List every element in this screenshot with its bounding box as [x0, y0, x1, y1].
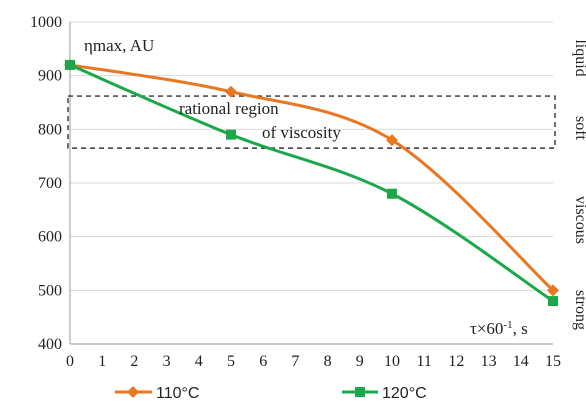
- x-axis-label: τ×60-1, s: [470, 319, 528, 338]
- legend-marker-120: [355, 387, 365, 397]
- data-point-1: [387, 188, 397, 199]
- y-tick-label: 700: [38, 175, 62, 192]
- x-tick-label: 12: [448, 353, 464, 370]
- x-tick-label: 13: [481, 353, 497, 370]
- x-tick-label: 15: [545, 353, 561, 370]
- y-tick-label: 800: [38, 121, 62, 138]
- y-axis-label: ηmax, AU: [84, 36, 154, 55]
- data-point-0: [386, 134, 398, 147]
- x-axis-label-unit: , s: [513, 319, 528, 338]
- region-label-line2: of viscosity: [262, 123, 341, 142]
- y-tick-label: 900: [38, 68, 62, 85]
- zone-strong: strong: [572, 290, 586, 330]
- zone-soft: soft: [572, 116, 586, 141]
- x-tick-label: 7: [291, 353, 299, 370]
- data-point-1: [65, 59, 75, 70]
- x-tick-label: 11: [416, 353, 431, 370]
- region-label-line1: rational region: [179, 99, 279, 118]
- x-tick-label: 10: [384, 353, 400, 370]
- x-axis-label-main: τ×60: [470, 319, 503, 338]
- x-tick-label: 2: [130, 353, 138, 370]
- y-tick-label: 600: [38, 229, 62, 246]
- x-tick-label: 8: [324, 353, 332, 370]
- x-tick-label: 6: [259, 353, 267, 370]
- data-point-0: [225, 85, 237, 98]
- x-axis-label-sup: -1: [503, 319, 512, 331]
- y-tick-label: 500: [38, 282, 62, 299]
- data-point-0: [547, 284, 559, 297]
- legend-label-120: 120°C: [382, 385, 427, 402]
- x-tick-label: 0: [66, 353, 74, 370]
- series-line-1: [69, 63, 554, 303]
- rational-region-box: [67, 95, 556, 149]
- data-point-1: [548, 296, 558, 307]
- x-tick-label: 9: [356, 353, 364, 370]
- series-group: [64, 58, 559, 307]
- legend-label-110: 110°C: [156, 385, 199, 402]
- y-tick-label: 400: [38, 336, 62, 353]
- legend: 110°C 120°C: [115, 385, 427, 402]
- zone-liquid: liquid: [572, 39, 586, 76]
- zone-viscous: viscous: [572, 196, 586, 244]
- legend-marker-110: [127, 386, 139, 398]
- data-point-1: [226, 129, 236, 140]
- x-tick-label: 1: [98, 353, 106, 370]
- y-tick-label: 1000: [30, 14, 62, 31]
- x-tick-label: 14: [513, 353, 529, 370]
- x-tick-label: 3: [163, 353, 171, 370]
- series-line-0: [69, 63, 555, 292]
- x-tick-label: 4: [195, 353, 203, 370]
- x-tick-label: 5: [227, 353, 235, 370]
- axes: [69, 22, 553, 345]
